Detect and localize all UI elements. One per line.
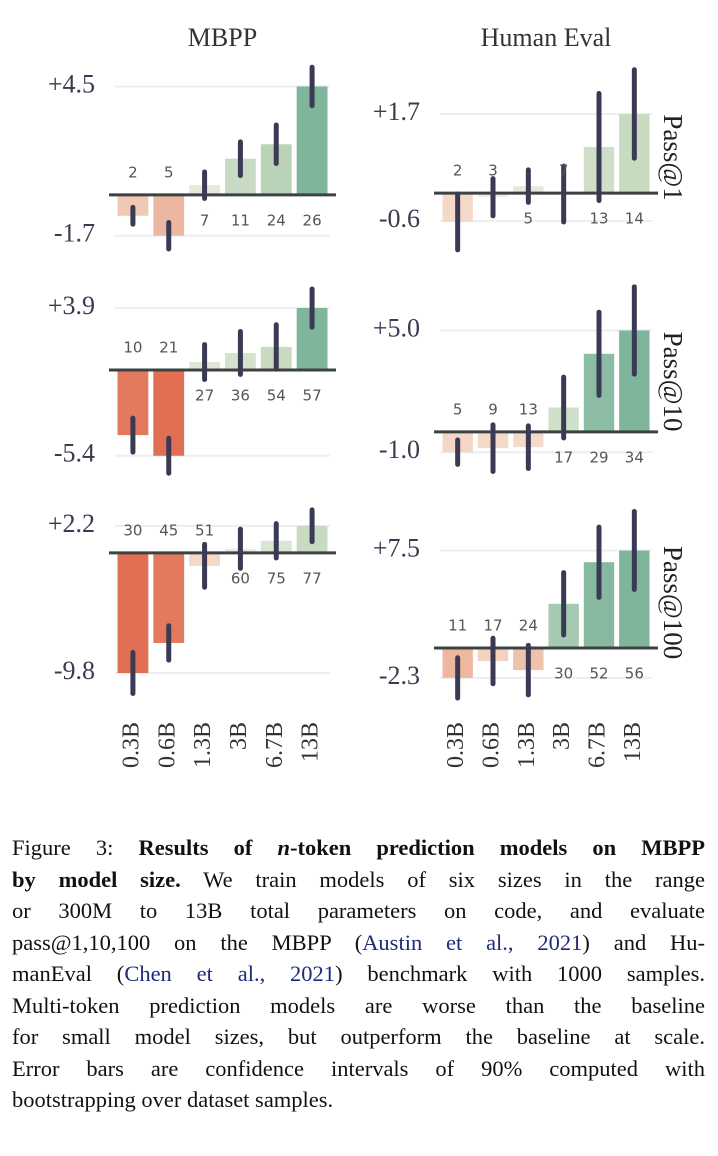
caption-text: bootstrapping over dataset samples. bbox=[12, 1087, 334, 1112]
annotation: 57 bbox=[303, 386, 322, 404]
caption-text: Multi-token prediction models are worse … bbox=[12, 992, 705, 1018]
y-tick-label: -9.8 bbox=[54, 656, 95, 685]
annotation: 29 bbox=[589, 448, 608, 466]
x-tick-label: 0.3B bbox=[118, 722, 144, 768]
x-tick-label: 13B bbox=[620, 722, 646, 762]
caption-line: pass@1,10,100 on the MBPP (Austin et al.… bbox=[12, 927, 705, 959]
caption-line: Multi-token prediction models are worse … bbox=[12, 990, 705, 1022]
annotation: 52 bbox=[589, 665, 608, 683]
caption: Figure 3: Results of n-token prediction … bbox=[12, 832, 705, 1116]
annotation: 27 bbox=[195, 386, 214, 404]
y-tick-label: -2.3 bbox=[379, 661, 420, 690]
y-tick-label: +4.5 bbox=[48, 69, 95, 98]
row-title: Pass@100 bbox=[658, 546, 688, 659]
x-tick-label: 0.6B bbox=[154, 722, 180, 768]
annotation: 30 bbox=[554, 665, 573, 683]
x-tick-label: 0.6B bbox=[479, 722, 505, 768]
x-tick-label: 6.7B bbox=[262, 722, 288, 768]
caption-text: pass@1,10,100 on the MBPP ( bbox=[12, 929, 363, 955]
caption-line: or 300M to 13B total parameters on code,… bbox=[12, 895, 705, 927]
caption-text: or 300M to 13B total parameters on code,… bbox=[12, 898, 705, 923]
annotation: 9 bbox=[488, 400, 498, 418]
y-tick-label: -1.7 bbox=[54, 219, 95, 248]
annotation: 75 bbox=[267, 569, 286, 587]
y-tick-label: +5.0 bbox=[373, 313, 420, 342]
annotation: 5 bbox=[164, 163, 174, 181]
annotation: 2 bbox=[453, 162, 463, 180]
annotation: 3 bbox=[488, 162, 498, 180]
annotation: 7 bbox=[559, 162, 569, 180]
annotation: 7 bbox=[200, 211, 210, 229]
y-tick-label: +1.7 bbox=[373, 97, 420, 126]
x-tick-label: 3B bbox=[226, 722, 252, 750]
annotation: 5 bbox=[524, 210, 534, 228]
annotation: 51 bbox=[195, 521, 214, 539]
annotation: 13 bbox=[589, 210, 608, 228]
citation-link[interactable]: Austin et al., 2021 bbox=[362, 929, 583, 955]
citation-link[interactable]: Chen et al., 2021 bbox=[124, 961, 336, 986]
column-title: MBPP bbox=[188, 23, 257, 52]
caption-text: We train models of six sizes in the rang… bbox=[180, 866, 705, 892]
annotation: 34 bbox=[625, 448, 644, 466]
annotation: 60 bbox=[231, 569, 250, 587]
annotation: 17 bbox=[483, 617, 502, 635]
annotation: 13 bbox=[519, 400, 538, 418]
y-tick-label: +2.2 bbox=[48, 509, 95, 538]
annotation: 24 bbox=[267, 211, 286, 229]
x-tick-label: 6.7B bbox=[585, 722, 611, 768]
annotation: 14 bbox=[625, 210, 644, 228]
annotation: 11 bbox=[231, 211, 250, 229]
x-tick-label: 1.3B bbox=[514, 722, 540, 768]
annotation: 56 bbox=[625, 665, 644, 683]
x-tick-label: 1.3B bbox=[190, 722, 216, 768]
caption-text: ) and Hu- bbox=[582, 929, 706, 955]
annotation: 11 bbox=[448, 617, 467, 635]
column-title: Human Eval bbox=[481, 23, 612, 52]
caption-text: by model size. bbox=[12, 866, 181, 892]
x-tick-label: 3B bbox=[549, 722, 575, 750]
annotation: 54 bbox=[267, 386, 286, 404]
x-tick-label: 0.3B bbox=[443, 722, 469, 768]
caption-text: for small model sizes, but outperform th… bbox=[12, 1024, 705, 1049]
row-title: Pass@1 bbox=[658, 114, 688, 200]
annotation: 21 bbox=[159, 338, 178, 356]
caption-text: ) benchmark with 1000 samples. bbox=[335, 961, 705, 986]
caption-line: Figure 3: Results of n-token prediction … bbox=[12, 832, 705, 864]
y-tick-label: -5.4 bbox=[54, 439, 95, 468]
caption-line: Error bars are confidence intervals of 9… bbox=[12, 1053, 705, 1085]
y-tick-label: +3.9 bbox=[48, 291, 95, 320]
annotation: 10 bbox=[123, 338, 142, 356]
caption-text: Error bars are confidence intervals of 9… bbox=[12, 1055, 705, 1081]
caption-text: -token prediction models on MBPP bbox=[289, 835, 705, 860]
annotation: 17 bbox=[554, 448, 573, 466]
y-tick-label: +7.5 bbox=[373, 533, 420, 562]
caption-line: for small model sizes, but outperform th… bbox=[12, 1021, 705, 1053]
caption-text: Figure 3: bbox=[12, 835, 139, 860]
row-title: Pass@10 bbox=[658, 332, 688, 432]
caption-text: n bbox=[277, 835, 290, 860]
annotation: 36 bbox=[231, 386, 250, 404]
annotation: 5 bbox=[453, 400, 463, 418]
annotation: 30 bbox=[123, 521, 142, 539]
caption-text: Results of bbox=[138, 835, 278, 860]
caption-text: manEval ( bbox=[12, 961, 125, 986]
y-tick-label: -0.6 bbox=[379, 204, 420, 233]
y-tick-label: -1.0 bbox=[379, 435, 420, 464]
x-tick-label: 13B bbox=[298, 722, 324, 762]
annotation: 77 bbox=[303, 569, 322, 587]
annotation: 45 bbox=[159, 521, 178, 539]
chart-grid: MBPP Human Eval Pass@1 Pass@10 Pass@100 0.3B 0… bbox=[48, 23, 688, 768]
caption-line: by model size. We train models of six si… bbox=[12, 864, 705, 896]
annotation: 26 bbox=[303, 211, 322, 229]
caption-line: manEval (Chen et al., 2021) benchmark wi… bbox=[12, 958, 705, 990]
annotation: 24 bbox=[519, 617, 538, 635]
caption-line: bootstrapping over dataset samples. bbox=[12, 1084, 705, 1116]
annotation: 2 bbox=[128, 163, 138, 181]
